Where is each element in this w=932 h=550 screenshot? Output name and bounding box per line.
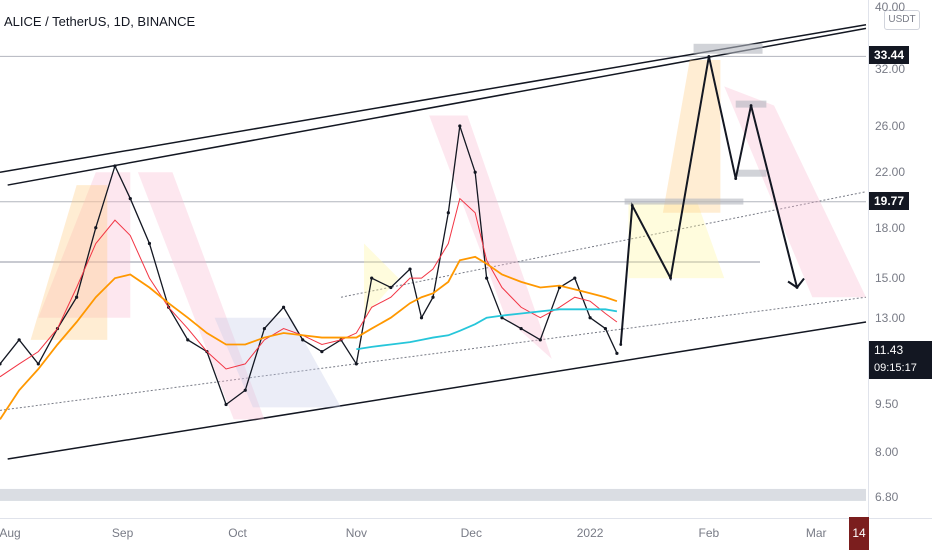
price-tick-label: 6.80 bbox=[875, 489, 899, 504]
currency-unit-badge[interactable]: USDT bbox=[884, 10, 920, 30]
decline-zone-2 bbox=[137, 172, 265, 420]
price-tick-label: 40.00 bbox=[875, 0, 906, 14]
price-point-13 bbox=[243, 388, 247, 392]
price-tick-label: 26.00 bbox=[875, 119, 906, 133]
price-point-29 bbox=[500, 316, 504, 320]
ema-line-1 bbox=[0, 255, 618, 420]
price-point-31 bbox=[538, 338, 542, 342]
price-point-15 bbox=[281, 305, 286, 309]
price-tick-label: 13.00 bbox=[875, 310, 906, 325]
level-tag-mid: 19.77 bbox=[869, 192, 910, 210]
symbol-title: ALICE / TetherUS, 1D, BINANCE bbox=[4, 14, 196, 29]
price-point-21 bbox=[389, 285, 393, 290]
time-tick-label: Nov bbox=[345, 526, 368, 540]
price-point-12 bbox=[224, 402, 228, 407]
price-axis-separator bbox=[868, 0, 869, 550]
time-tick-label: Oct bbox=[228, 526, 247, 540]
price-point-19 bbox=[354, 362, 358, 366]
time-tick-label: Feb bbox=[698, 526, 720, 540]
time-tick-label: Aug bbox=[0, 526, 21, 540]
price-point-6 bbox=[113, 164, 117, 168]
price-tick-label: 18.00 bbox=[875, 220, 906, 235]
price-point-25 bbox=[446, 211, 450, 215]
consolidation-zone-1 bbox=[214, 317, 342, 408]
level-tag-high: 33.44 bbox=[869, 46, 910, 64]
ma-line-2 bbox=[356, 308, 618, 351]
price-point-36 bbox=[615, 351, 619, 355]
price-point-34 bbox=[588, 316, 592, 320]
price-point-24 bbox=[431, 295, 435, 299]
last-price-tag: 11.43 09:15:17 bbox=[869, 341, 932, 379]
current-date-tag: 14 bbox=[849, 517, 869, 550]
projection-point-1 bbox=[630, 204, 634, 207]
price-point-4 bbox=[75, 295, 79, 299]
time-tick-label: Mar bbox=[805, 526, 827, 540]
bar-countdown: 09:15:17 bbox=[874, 362, 917, 374]
rally-zone-1 bbox=[30, 185, 108, 340]
last-price-value: 11.43 bbox=[874, 343, 904, 357]
channel-mid-line bbox=[0, 296, 867, 411]
projection-point-0 bbox=[619, 343, 623, 346]
step_ma-line-0 bbox=[0, 197, 618, 378]
time-axis-separator bbox=[0, 518, 932, 519]
time-tick-label: Sep bbox=[111, 526, 134, 540]
decline-zone-1 bbox=[38, 172, 131, 318]
resistance-box-high bbox=[693, 43, 763, 54]
price-point-35 bbox=[603, 326, 608, 331]
price-tick-label: 9.50 bbox=[875, 397, 899, 412]
time-tick-label: 2022 bbox=[576, 526, 604, 540]
price-tick-label: 15.00 bbox=[875, 271, 906, 286]
projection-zone-2 bbox=[662, 60, 721, 213]
price-point-30 bbox=[519, 326, 523, 331]
price-point-28 bbox=[485, 276, 489, 280]
price-point-20 bbox=[370, 276, 374, 280]
channel-lower-line bbox=[7, 321, 867, 460]
price-point-2 bbox=[36, 362, 40, 366]
price-point-23 bbox=[419, 316, 424, 320]
projection-point-2 bbox=[669, 276, 672, 280]
time-tick-label: Dec bbox=[460, 526, 482, 540]
channel-inner-line bbox=[340, 191, 867, 298]
price-point-17 bbox=[320, 350, 324, 354]
price-point-10 bbox=[186, 338, 190, 342]
price-point-22 bbox=[408, 267, 412, 271]
rally-zone-2 bbox=[364, 243, 399, 318]
projection-point-3 bbox=[707, 54, 711, 58]
price-tick-label: 22.00 bbox=[875, 165, 906, 180]
projection-point-4 bbox=[734, 177, 738, 180]
channel-upper-line-2 bbox=[7, 27, 867, 186]
price-point-27 bbox=[473, 170, 477, 174]
price-point-1 bbox=[17, 338, 21, 342]
price-point-5 bbox=[94, 226, 98, 230]
price-tick-label: 32.00 bbox=[875, 61, 906, 76]
price-tick-label: 8.00 bbox=[875, 445, 899, 459]
range-band bbox=[0, 488, 866, 501]
price-point-7 bbox=[128, 196, 132, 201]
price-point-16 bbox=[301, 338, 305, 342]
price-point-0 bbox=[0, 362, 2, 366]
price-point-8 bbox=[147, 241, 152, 246]
price-point-14 bbox=[262, 326, 266, 331]
projection-point-5 bbox=[749, 104, 753, 107]
projection-zone-3 bbox=[724, 86, 866, 298]
price-point-26 bbox=[458, 124, 462, 128]
support-box bbox=[735, 169, 767, 177]
price-point-33 bbox=[573, 276, 577, 280]
projection-arrowhead bbox=[787, 277, 805, 289]
decline-zone-3 bbox=[429, 115, 552, 359]
